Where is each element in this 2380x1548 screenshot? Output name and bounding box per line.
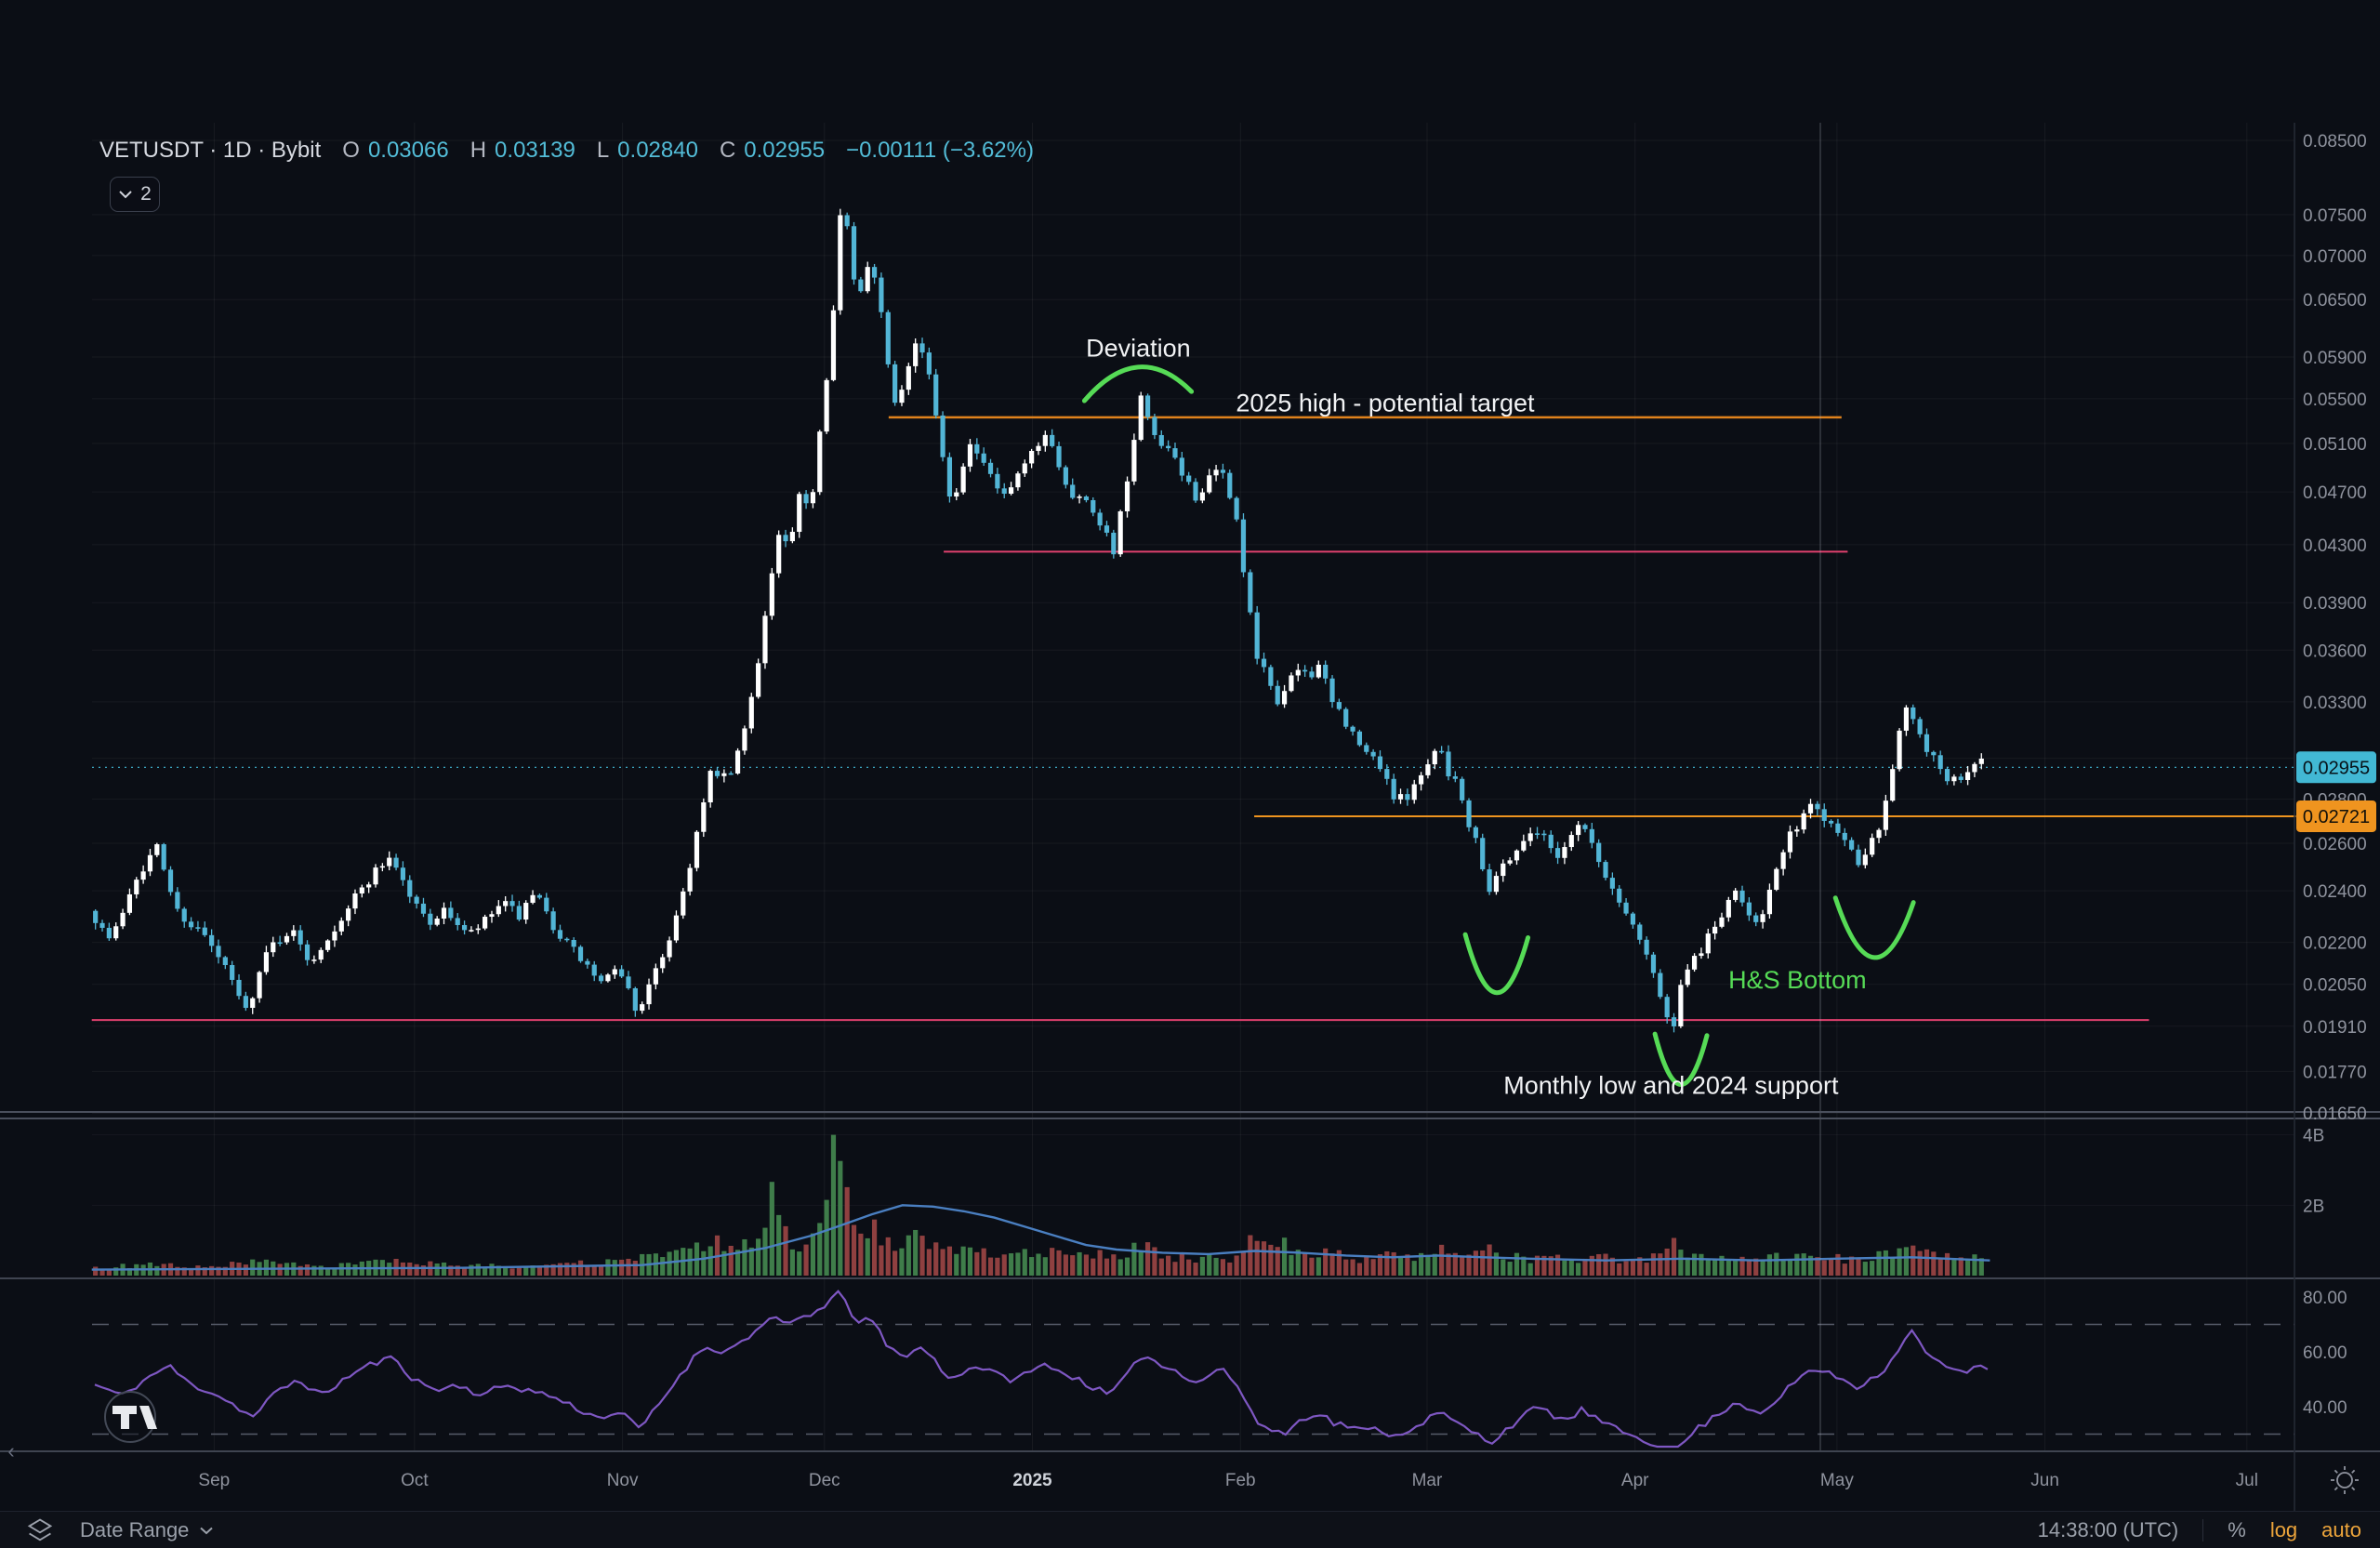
svg-text:Oct: Oct — [401, 1471, 429, 1490]
svg-text:0.07500: 0.07500 — [2303, 206, 2367, 226]
price-badge[interactable]: 0.02955 — [2296, 751, 2376, 784]
svg-text:0.05900: 0.05900 — [2303, 349, 2367, 368]
svg-text:0.07000: 0.07000 — [2303, 247, 2367, 267]
rsi-pane — [92, 1290, 2294, 1449]
tradingview-logo[interactable] — [104, 1391, 157, 1443]
svg-text:60.00: 60.00 — [2303, 1343, 2347, 1363]
svg-text:0.04700: 0.04700 — [2303, 483, 2367, 503]
object-tree-icon[interactable] — [24, 1515, 56, 1546]
price-badge[interactable]: 0.02721 — [2296, 800, 2376, 832]
svg-text:0.06500: 0.06500 — [2303, 291, 2367, 311]
date-range-menu[interactable]: Date Range — [80, 1518, 215, 1542]
high-value: 0.03139 — [495, 138, 575, 163]
log-scale-toggle[interactable]: log — [2269, 1517, 2298, 1541]
svg-text:0.01910: 0.01910 — [2303, 1018, 2367, 1038]
svg-text:Feb: Feb — [1225, 1471, 1256, 1490]
svg-text:2B: 2B — [2303, 1197, 2324, 1216]
svg-text:Deviation: Deviation — [1086, 334, 1191, 362]
percent-scale-toggle[interactable]: % — [2228, 1517, 2246, 1541]
svg-text:Nov: Nov — [607, 1471, 639, 1490]
pane-collapse-handle[interactable]: ‹ — [7, 1439, 15, 1462]
symbol-row: VETUSDT · 1D · Bybit O 0.03066 H 0.03139… — [99, 138, 1034, 164]
svg-text:Sep: Sep — [198, 1471, 230, 1490]
svg-text:Apr: Apr — [1621, 1471, 1649, 1490]
svg-text:Jun: Jun — [2030, 1471, 2059, 1490]
svg-text:40.00: 40.00 — [2303, 1398, 2347, 1418]
svg-text:H&S Bottom: H&S Bottom — [1728, 966, 1867, 994]
toolbar-divider — [2202, 1518, 2204, 1541]
svg-text:Jul: Jul — [2236, 1471, 2258, 1490]
candlestick-series — [93, 208, 1984, 1033]
low-value: 0.02840 — [617, 138, 698, 163]
svg-text:0.03300: 0.03300 — [2303, 694, 2367, 713]
symbol-title[interactable]: VETUSDT · 1D · Bybit — [99, 138, 322, 163]
time-axis[interactable]: Sep Oct Nov Dec 2025 Feb Mar Apr May Jun Jul — [198, 1471, 2258, 1490]
grid-lines — [92, 123, 2294, 1451]
svg-text:0.02721: 0.02721 — [2303, 807, 2370, 827]
open-label: O — [342, 138, 360, 163]
low-label: L — [596, 138, 610, 163]
svg-text:80.00: 80.00 — [2303, 1289, 2347, 1308]
svg-text:2025 high - potential target: 2025 high - potential target — [1236, 390, 1535, 417]
svg-text:0.05100: 0.05100 — [2303, 435, 2367, 455]
svg-text:Mar: Mar — [1412, 1471, 1443, 1490]
bottom-right-group: 14:38:00 (UTC) % log auto — [2038, 1518, 2361, 1542]
close-value: 0.02955 — [744, 138, 826, 163]
change-value: −0.00111 (−3.62%) — [846, 138, 1034, 163]
svg-text:4B: 4B — [2303, 1127, 2324, 1146]
bottom-toolbar: Date Range 14:38:00 (UTC) % log auto — [0, 1511, 2380, 1548]
high-label: H — [469, 138, 487, 163]
annotation-texts[interactable]: Deviation 2025 high - potential target H&S… — [1086, 334, 1867, 1099]
auto-scale-toggle[interactable]: auto — [2321, 1517, 2361, 1541]
svg-text:0.02400: 0.02400 — [2303, 882, 2367, 902]
svg-text:2025: 2025 — [1012, 1471, 1052, 1490]
horizontal-line-drawings[interactable] — [91, 416, 2296, 1022]
date-range-label: Date Range — [80, 1517, 190, 1541]
svg-text:0.08500: 0.08500 — [2303, 132, 2367, 152]
svg-text:0.02955: 0.02955 — [2303, 758, 2370, 778]
object-count: 2 — [140, 183, 152, 205]
svg-text:0.02050: 0.02050 — [2303, 976, 2367, 996]
svg-text:May: May — [1820, 1471, 1854, 1490]
svg-text:0.01770: 0.01770 — [2303, 1063, 2367, 1082]
object-tree-count-button[interactable]: 2 — [110, 177, 160, 212]
svg-text:0.05500: 0.05500 — [2303, 390, 2367, 410]
svg-text:0.04300: 0.04300 — [2303, 536, 2367, 556]
svg-text:0.03900: 0.03900 — [2303, 594, 2367, 614]
volume-ma-line — [91, 1204, 1990, 1271]
arc-drawings[interactable] — [1081, 364, 1916, 1087]
svg-text:0.01650: 0.01650 — [2303, 1105, 2367, 1124]
svg-text:Dec: Dec — [809, 1471, 840, 1490]
svg-text:Monthly low and 2024 support: Monthly low and 2024 support — [1503, 1071, 1839, 1099]
svg-text:0.02200: 0.02200 — [2303, 934, 2367, 954]
close-label: C — [719, 138, 736, 163]
clock[interactable]: 14:38:00 (UTC) — [2037, 1517, 2179, 1541]
open-value: 0.03066 — [367, 138, 449, 163]
pane-separators[interactable] — [0, 123, 2380, 1511]
svg-text:0.03600: 0.03600 — [2303, 642, 2367, 661]
timezone-sun-icon[interactable] — [2331, 1466, 2359, 1494]
svg-text:0.02600: 0.02600 — [2303, 835, 2367, 854]
